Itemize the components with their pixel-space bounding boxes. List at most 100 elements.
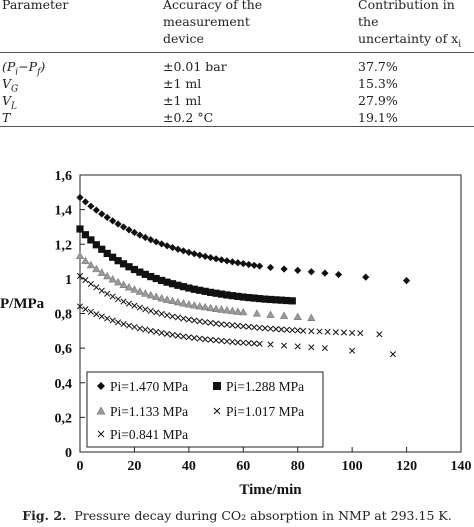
data-point [262, 325, 269, 332]
data-point [108, 275, 117, 283]
data-point [280, 265, 288, 273]
x-axis-label: Time/min [239, 482, 302, 498]
data-point [109, 317, 116, 324]
data-point [240, 323, 247, 330]
data-point [223, 257, 231, 265]
legend-marker [213, 407, 221, 415]
data-point [217, 256, 226, 264]
data-point [251, 340, 258, 347]
data-point [234, 339, 241, 346]
data-point [87, 308, 94, 315]
data-point [278, 326, 285, 333]
data-point [179, 247, 188, 255]
data-point [136, 304, 143, 311]
y-tick-label: 0,4 [55, 377, 73, 392]
data-point [136, 231, 144, 239]
data-point [115, 296, 122, 303]
data-point [294, 343, 301, 350]
data-point [196, 251, 204, 259]
data-point [179, 283, 188, 291]
data-point [307, 313, 316, 322]
data-point [251, 324, 258, 331]
data-point [267, 341, 274, 348]
data-point [158, 276, 166, 285]
data-point [135, 287, 144, 295]
data-point [130, 228, 139, 237]
data-point [240, 339, 247, 346]
data-point [293, 312, 302, 320]
data-point [218, 337, 225, 344]
data-point [152, 292, 161, 300]
data-point [294, 327, 301, 334]
data-point [256, 340, 263, 347]
x-tick-label: 0 [77, 459, 84, 474]
data-point [146, 290, 155, 299]
data-point [124, 282, 134, 291]
data-point [185, 334, 192, 341]
data-point [185, 248, 193, 256]
data-point [125, 322, 133, 329]
data-point [272, 296, 280, 304]
table-rule-bottom [0, 126, 474, 127]
data-point [98, 210, 106, 218]
data-point [283, 326, 290, 333]
data-point [76, 193, 84, 202]
data-point [119, 280, 128, 288]
data-point [349, 329, 356, 336]
data-point [211, 304, 221, 313]
data-point [201, 302, 210, 311]
data-point [256, 324, 263, 331]
data-point [130, 265, 139, 274]
data-point [196, 335, 203, 342]
data-point [218, 321, 225, 328]
data-point [174, 314, 182, 321]
figure-caption: Fig. 2. Pressure decay during CO₂ absorp… [0, 508, 474, 523]
data-point [179, 299, 188, 307]
data-point [169, 331, 176, 338]
series-2 [75, 251, 316, 322]
data-point [109, 253, 117, 261]
data-point [213, 337, 220, 344]
data-point [103, 249, 111, 258]
data-point [168, 296, 177, 305]
data-point [158, 310, 165, 317]
legend-marker [97, 430, 105, 438]
data-point [113, 277, 123, 286]
data-point [202, 319, 209, 326]
table-row: (Pi−Pf) ±0.01 bar 37.7% [0, 58, 474, 78]
y-tick-label: 1,6 [55, 169, 73, 184]
data-point [228, 306, 237, 315]
data-point [239, 293, 247, 301]
data-point [87, 280, 94, 287]
table-row: VL ±1 ml 27.9% [0, 92, 474, 112]
data-point [277, 296, 285, 304]
series-1 [76, 225, 296, 305]
data-point [103, 271, 112, 280]
data-point [201, 287, 209, 295]
data-point [195, 302, 204, 310]
data-point [180, 333, 187, 340]
data-point [212, 255, 220, 263]
data-point [174, 332, 182, 339]
data-point [169, 313, 176, 320]
data-point [207, 253, 215, 262]
data-point [120, 321, 127, 328]
data-point [119, 223, 128, 231]
data-point [300, 327, 307, 334]
data-point [191, 317, 198, 324]
data-point [86, 260, 95, 269]
data-point [185, 284, 193, 292]
table-row: T ±0.2 °C 19.1% [0, 109, 474, 127]
data-point [321, 269, 329, 277]
data-point [147, 327, 154, 334]
data-point [234, 259, 242, 267]
data-point [267, 325, 274, 332]
series-4 [76, 303, 397, 358]
legend-marker [97, 382, 105, 390]
data-point [98, 287, 105, 294]
x-tick-label: 120 [396, 459, 417, 474]
data-point [245, 293, 253, 302]
data-point [228, 258, 236, 266]
data-point [307, 268, 315, 276]
pressure-decay-chart: 0 0,2 0,4 0,6 0,8 1 1,2 1,4 1,6 0 20 40 60 80 100 120 14… [0, 169, 472, 498]
